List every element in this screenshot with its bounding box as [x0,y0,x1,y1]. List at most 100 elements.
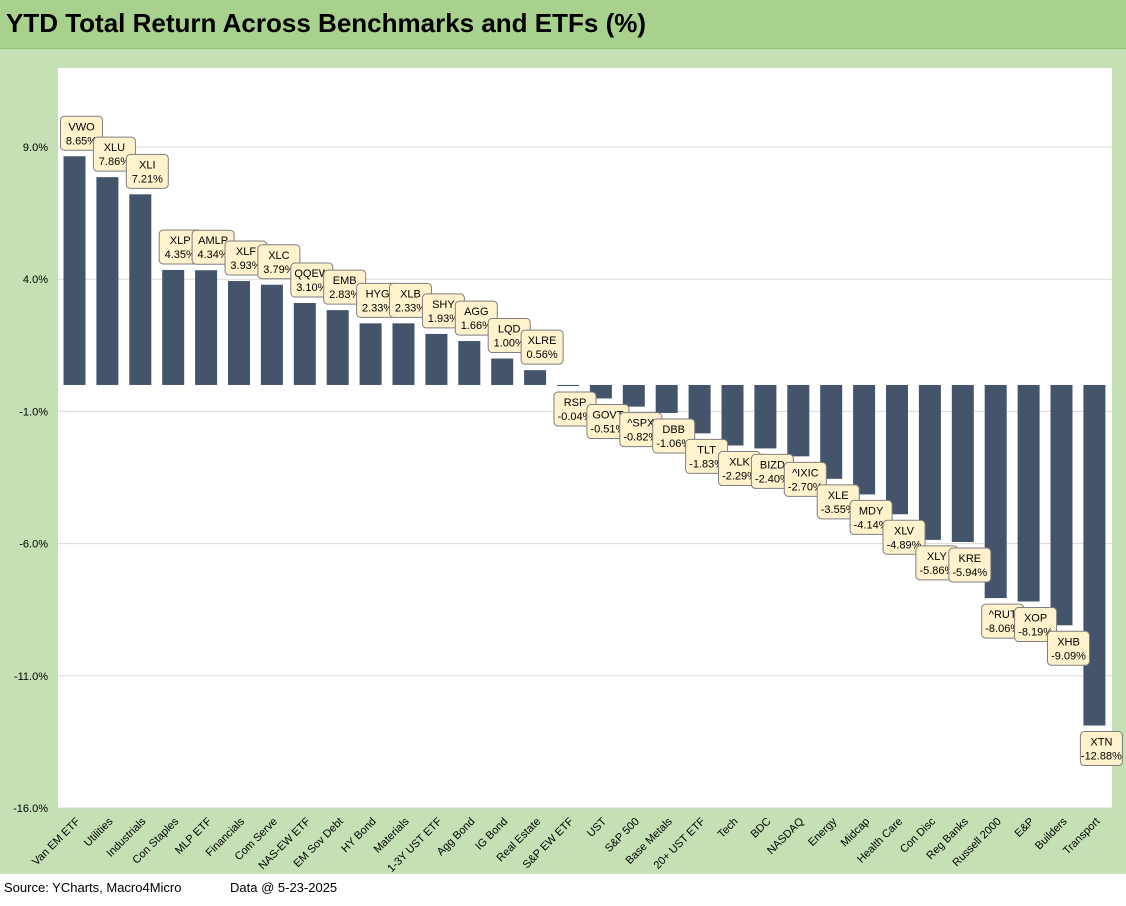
data-label-box [1047,630,1090,666]
data-label: MDY -4.14% [849,499,893,535]
bar [195,270,218,385]
bar [524,370,547,385]
data-label: XTN -12.88% [1079,731,1123,767]
data-label: XLB 2.33% [389,282,432,318]
y-tick-label: 4.0% [23,274,48,286]
data-label-box [520,329,564,365]
data-label-ticker: XLF [236,246,256,258]
data-label: GOVT -0.51% [586,403,630,439]
x-category-label: UST [585,815,609,839]
data-label: RSP -0.04% [553,391,597,427]
data-label-ticker: XLV [894,525,915,537]
bar [359,323,382,385]
data-label-ticker: XLC [268,250,289,262]
data-label-ticker: SHY [432,299,455,311]
bar [754,384,777,449]
footer: Source: YCharts, Macro4Micro Data @ 5-23… [4,880,337,895]
data-label-value: -0.82% [623,432,658,444]
bar [1083,384,1106,726]
data-label-value: -0.04% [558,411,593,423]
y-tick-label: -6.0% [19,539,48,551]
x-category-label: Van EM ETF [30,815,83,868]
data-label-value: -2.70% [788,481,823,493]
data-label: DBB -1.06% [652,418,696,454]
bar [1017,384,1040,602]
data-label-value: 4.34% [197,249,228,261]
data-label: XLRE 0.56% [520,329,564,365]
data-label-box [783,461,827,497]
data-label-ticker: XLK [729,457,750,469]
data-label: AGG 1.66% [454,300,498,336]
data-label: XLE -3.55% [816,484,860,520]
data-label-value: -8.19% [1018,627,1053,639]
data-label: BIZD -2.40% [750,453,794,489]
bar [951,384,974,543]
x-category-label: Energy [806,815,839,848]
bar [886,384,908,515]
data-label-value: -0.51% [590,423,625,435]
bar [721,384,744,446]
data-label-ticker: BIZD [760,459,785,471]
data-label-value: -12.88% [1081,751,1122,763]
y-tick-label: -1.0% [19,406,48,418]
data-label-ticker: TLT [697,444,716,456]
data-label-value: -4.89% [887,539,922,551]
data-label: ^RUT -8.06% [981,603,1025,639]
bar [96,177,119,385]
data-label: HYG 2.33% [356,282,400,318]
data-label-ticker: XLE [828,490,849,502]
bar [228,281,250,385]
data-label-box [652,418,696,454]
data-label-value: 2.33% [395,302,426,314]
data-label-ticker: ^RUT [989,609,1017,621]
bars [63,156,1106,726]
data-label-value: -5.86% [919,565,954,577]
data-label-value: -8.06% [985,623,1020,635]
x-category-label: E&P [1013,816,1037,840]
data-label: SHY 1.93% [421,293,465,329]
data-label-ticker: QQEW [294,268,329,280]
data-label: KRE -5.94% [948,547,992,583]
data-label-ticker: AMLP [198,235,228,247]
data-label-box [60,115,103,151]
data-label-ticker: XTN [1090,737,1112,749]
data-label-ticker: EMB [333,275,357,287]
data-label: EMB 2.83% [323,269,367,305]
bar [557,384,579,387]
data-label-ticker: XLY [927,551,948,563]
x-category-label: Tech [716,816,741,841]
data-label: AMLP 4.34% [191,229,235,265]
data-label-ticker: HYG [366,288,390,300]
data-label-ticker: MDY [859,505,884,517]
bar [326,310,349,385]
data-label: XLU 7.86% [92,136,136,172]
data-label: VWO 8.65% [60,115,103,151]
data-label: XLY -5.86% [915,545,959,581]
data-label-box [257,244,301,280]
data-label-ticker: ^SPX [627,418,655,430]
data-label-value: 3.93% [230,260,261,272]
data-label-value: 3.10% [296,282,327,294]
data-label-ticker: XLP [170,235,191,247]
data-label-box [1014,607,1058,643]
data-labels: VWO 8.65% XLU 7.86% XLI 7.21% XLP 4.35%AMLP 4.34… [60,115,1123,767]
data-label: XLP 4.35% [158,229,202,265]
data-label-box [948,547,992,583]
data-label-value: -5.94% [952,567,987,579]
bar [260,284,283,385]
chart-title: YTD Total Return Across Benchmarks and E… [6,8,647,38]
y-tick-label: -11.0% [14,671,48,683]
data-label: XLV -4.89% [882,519,926,555]
bar [293,302,316,385]
y-tick-label: 9.0% [23,142,48,154]
data-label-ticker: XLI [139,159,156,171]
data-label-value: -1.06% [656,438,691,450]
data-label-value: 1.66% [461,320,492,332]
bar [820,384,843,479]
data-label-ticker: XLB [400,288,421,300]
bar [425,333,448,385]
bar [655,384,678,413]
data-label-value: -4.14% [854,519,889,531]
data-label-ticker: ^IXIC [792,467,819,479]
data-label-value: -2.29% [722,471,757,483]
